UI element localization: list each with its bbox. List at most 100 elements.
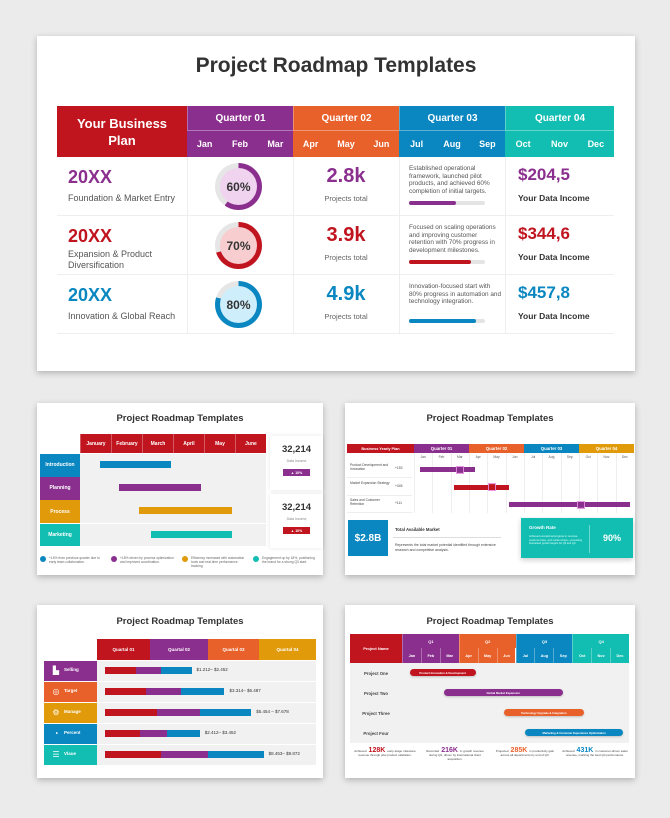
stat-badge: ▲ 10% [283, 469, 310, 476]
month-label: Jan [420, 455, 426, 459]
slide-main-roadmap[interactable]: Project Roadmap Templates Your Business P… [37, 36, 635, 371]
metric-label: ▙ Selling [44, 661, 97, 681]
month-header: April [173, 434, 204, 453]
month-label: Dec [577, 131, 614, 157]
slide-title: Project Roadmap Templates [426, 616, 554, 627]
slide-quartal-metrics[interactable]: Project Roadmap Templates Quartal 01 Quart… [37, 605, 323, 778]
stat-card: 32,214 Data Income ▲ 10% [270, 494, 323, 548]
stat-suffix: in customer-driven sales revenue, markin… [565, 749, 628, 757]
projects-total-value: 3.9k [326, 224, 366, 246]
month-label: Jul [531, 455, 536, 459]
month-label: Mar [257, 131, 293, 157]
cell-divider [187, 157, 188, 216]
quarter-header: Quarter 01 [187, 106, 293, 131]
gantt-bar [151, 530, 232, 538]
row-divider [347, 477, 412, 478]
month-label: May [328, 131, 364, 157]
month-label: Aug [434, 131, 470, 157]
project-bar: Product Innovation & Development [409, 669, 476, 676]
project-bar: Global Market Expansion [443, 689, 563, 696]
table-row: 20XX Innovation & Global Reach 80% 4.9k Proj… [57, 275, 614, 334]
tam-value-box: $2.8B [348, 520, 388, 556]
stacked-bar-segment [135, 667, 161, 674]
month-label: Jul [399, 131, 435, 157]
quarter-header: Quarter 02 [469, 444, 524, 453]
grid-line [560, 453, 562, 513]
month-label: Jun [512, 455, 518, 459]
slide-monthly-gantt[interactable]: Project Roadmap Templates January February… [37, 403, 323, 575]
quarter-header: Q4 [572, 634, 629, 648]
income-value: $457,8 [518, 283, 570, 302]
gear-icon: ⚙ [52, 708, 60, 717]
timeline-bar [509, 502, 631, 507]
pie-chart-icon: ◔ [53, 729, 59, 738]
cell-divider [399, 157, 400, 216]
progress-ring: 60% [215, 163, 262, 210]
project-label: Project One [363, 670, 389, 676]
quarter-header: Quarter 04 [579, 444, 634, 453]
timeline-bar [454, 484, 510, 490]
corner-header: Project Name [350, 634, 402, 663]
income-label: Your Data Income [518, 311, 590, 321]
stat-value: 32,214 [281, 502, 312, 513]
month-label: Dec [610, 648, 629, 663]
income-label: Your Data Income [518, 193, 590, 203]
metric-label-text: Percent [64, 730, 81, 735]
quarter-header: Quartal 02 [150, 639, 208, 660]
gantt-bar [138, 507, 232, 515]
cell-divider [505, 216, 506, 275]
progress-ring: 80% [215, 281, 262, 328]
milestone-marker [456, 465, 465, 474]
slide-yearly-plan[interactable]: Project Roadmap Templates Business Yearly… [345, 403, 635, 575]
growth-description: Achieved exceptional progress in revenue… [529, 535, 583, 545]
cell-divider [293, 275, 294, 334]
slide-title: Project Roadmap Templates [116, 616, 244, 627]
metric-range: $3.314– $6.487 [229, 688, 261, 693]
slide-project-timeline[interactable]: Project Roadmap Templates Project Name Q1 Q… [345, 605, 635, 778]
footer-note: Engagement up by 18%, positioning the br… [262, 556, 315, 564]
grid-line [597, 453, 599, 513]
projects-total-value: 4.9k [326, 283, 366, 305]
milestone-note: Established operational framework, launc… [409, 165, 490, 195]
year-label: 20XX [68, 167, 113, 187]
milestone-marker [487, 483, 496, 491]
income-value: $204,5 [518, 165, 570, 184]
year-label: 20XX [68, 285, 113, 305]
ring-center: 80% [220, 286, 257, 323]
footer-note: Efficiency increased with automation too… [191, 556, 245, 568]
metric-label-text: Manage [64, 709, 81, 714]
projects-total-label: Projects total [324, 253, 368, 262]
gantt-row-bg [80, 454, 266, 477]
stat-value: 285K [510, 747, 528, 754]
month-label: Sep [469, 131, 505, 157]
month-label: Oct [505, 131, 542, 157]
month-header: February [111, 434, 142, 453]
month-label: Jun [363, 131, 399, 157]
progress-fill [409, 201, 457, 205]
quarter-header: Quarter 01 [414, 444, 469, 453]
plan-item-value: +111 [395, 501, 402, 505]
cell-divider [293, 216, 294, 275]
stat-value: 32,214 [281, 444, 312, 455]
growth-rate-card: Growth Rate Achieved exceptional progress… [521, 518, 633, 558]
corner-header: Your Business Plan [57, 106, 187, 157]
gantt-bar [118, 484, 201, 492]
month-label: Oct [585, 455, 591, 459]
metric-label: ◎ Target [44, 682, 97, 702]
month-label: Feb [438, 455, 445, 459]
stat-value: 216K [441, 747, 458, 754]
stacked-bar-segment [208, 751, 264, 758]
milestone-note: Focused on scaling operations and improv… [409, 224, 496, 254]
income-label: Your Data Income [518, 252, 590, 262]
projects-total-value: 2.8k [326, 165, 366, 187]
cell-divider [505, 275, 506, 334]
cell-divider [505, 157, 506, 216]
stat-block: Achieved 128K early-stage milestone revenu… [352, 747, 418, 775]
quarter-header: Quarter 02 [293, 106, 399, 131]
stacked-bar-segment [160, 751, 208, 758]
slide-title: Project Roadmap Templates [116, 413, 244, 424]
stat-suffix: in productivity gain across all departme… [500, 749, 555, 757]
progress-track [409, 260, 485, 264]
growth-title: Growth Rate [529, 525, 556, 530]
project-bar: Marketing & Customer Experience Optimiza… [524, 729, 624, 736]
